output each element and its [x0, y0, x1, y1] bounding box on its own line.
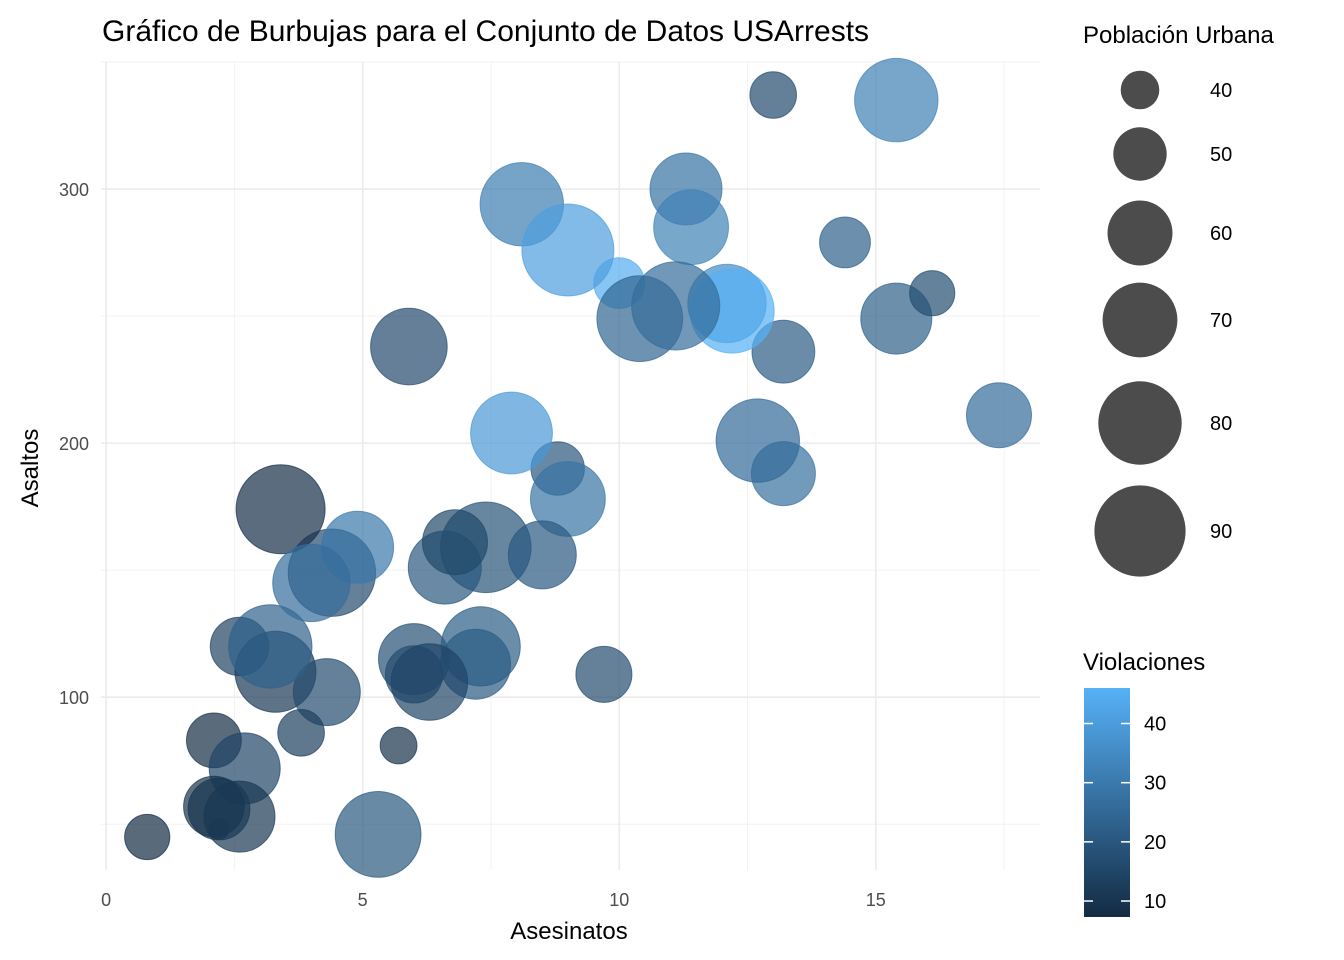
size-legend-key [1107, 200, 1173, 266]
color-legend-label: 10 [1144, 891, 1166, 913]
bubble-point [854, 57, 939, 143]
bubble-point [966, 382, 1032, 449]
y-tick-label: 100 [59, 688, 89, 708]
size-legend-label: 40 [1210, 80, 1232, 102]
bubbles [124, 57, 1032, 878]
bubble-point [909, 270, 956, 317]
bubble-point [228, 604, 313, 689]
bubble-point [379, 726, 418, 765]
color-legend-title: Violaciones [1083, 649, 1205, 676]
bubble-point [507, 520, 577, 590]
bubble-point [292, 658, 361, 727]
size-legend-label: 80 [1210, 413, 1232, 435]
size-legend-label: 50 [1210, 144, 1232, 166]
color-legend-ticks: 10 20 30 40 [1084, 714, 1166, 913]
bubble-point [124, 813, 171, 861]
y-tick-label: 200 [59, 434, 89, 454]
color-legend-label: 20 [1144, 832, 1166, 854]
x-tick-label: 0 [101, 890, 111, 910]
size-legend-label: 90 [1210, 521, 1232, 543]
x-tick-label: 5 [358, 890, 368, 910]
y-tick-label: 300 [59, 180, 89, 200]
y-axis-ticks: 100 200 300 [59, 180, 89, 708]
bubble-point [334, 791, 422, 878]
color-legend-label: 30 [1144, 773, 1166, 795]
bubble-point [370, 307, 448, 386]
size-legend-label: 70 [1210, 310, 1232, 332]
x-axis-title: Asesinatos [510, 918, 627, 945]
chart-title: Gráfico de Burbujas para el Conjunto de … [102, 15, 869, 48]
y-axis-title: Asaltos [17, 429, 44, 508]
bubble-point [653, 189, 729, 266]
bubble-point [470, 391, 553, 475]
bubble-point [203, 780, 276, 853]
bubble-point [749, 71, 798, 119]
bubble-point [751, 319, 816, 384]
x-tick-label: 15 [866, 890, 886, 910]
size-legend-key [1113, 127, 1167, 181]
size-legend-title: Población Urbana [1083, 22, 1274, 49]
colorbar [1084, 688, 1130, 917]
size-legend-label: 60 [1210, 223, 1232, 245]
bubble-point [575, 645, 633, 703]
bubble-point [521, 203, 615, 297]
bubble-point [422, 509, 488, 576]
bubble-point [235, 464, 326, 555]
bubble-point [390, 643, 469, 721]
bubble-point [631, 261, 721, 351]
size-legend-key [1098, 381, 1182, 465]
bubble-point [277, 709, 325, 757]
size-legend: 40 50 60 70 80 90 [1094, 70, 1232, 577]
x-tick-label: 10 [609, 890, 629, 910]
size-legend-key [1094, 485, 1186, 577]
x-axis-ticks: 0 5 10 15 [101, 890, 886, 910]
grid-major [101, 62, 1040, 870]
bubble-point [715, 398, 800, 483]
color-legend-label: 40 [1144, 714, 1166, 736]
bubble-point [272, 543, 351, 623]
size-legend-key [1102, 282, 1178, 358]
bubble-point [819, 216, 871, 269]
size-legend-key [1120, 70, 1160, 110]
